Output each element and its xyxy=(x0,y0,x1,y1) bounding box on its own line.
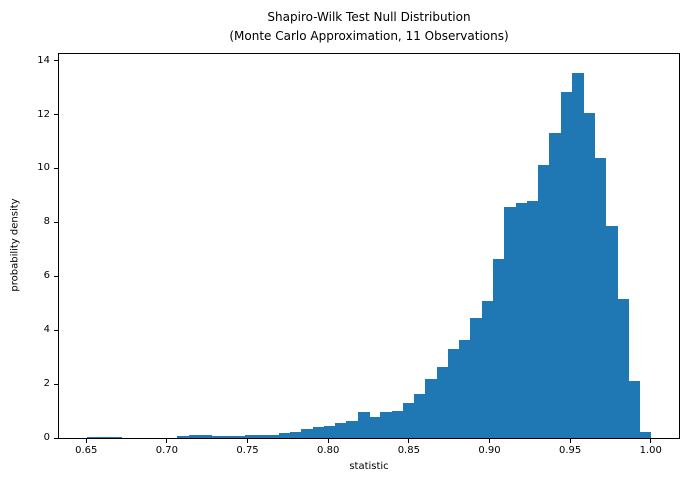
histogram-bar xyxy=(346,421,359,438)
histogram-bar xyxy=(459,339,471,438)
histogram-bar xyxy=(470,317,483,438)
plot-area xyxy=(58,53,680,439)
y-tick-label: 0 xyxy=(43,432,50,443)
y-tick-mark xyxy=(54,329,58,331)
histogram-bar xyxy=(211,435,223,438)
histogram-bar xyxy=(245,435,257,438)
histogram-bar xyxy=(380,412,393,438)
histogram-bar xyxy=(493,259,505,438)
histogram-bar xyxy=(267,434,280,438)
x-axis-label: statistic xyxy=(349,461,389,472)
x-tick-mark xyxy=(408,439,410,443)
y-tick-label: 12 xyxy=(37,108,50,120)
y-tick-mark xyxy=(54,167,58,169)
histogram-bar xyxy=(233,435,246,438)
histogram-bar xyxy=(639,432,652,438)
y-tick-label: 6 xyxy=(43,270,50,282)
chart-title: Shapiro-Wilk Test Null Distribution (Mon… xyxy=(59,8,679,46)
histogram-bars xyxy=(59,54,679,438)
histogram-bar xyxy=(335,422,347,438)
histogram-bar xyxy=(481,300,494,438)
y-tick-label: 4 xyxy=(43,324,50,336)
y-tick-mark xyxy=(54,221,58,223)
histogram-bar xyxy=(357,412,370,438)
histogram-bar xyxy=(256,434,269,438)
histogram-bar xyxy=(538,164,550,438)
y-axis-label: probability density xyxy=(9,198,21,292)
y-tick-label: 14 xyxy=(37,54,50,66)
y-tick-mark xyxy=(54,437,58,439)
histogram-bar xyxy=(594,157,607,438)
x-tick-mark xyxy=(650,439,652,443)
x-tick-label: 0.95 xyxy=(558,445,582,456)
x-tick-label: 0.65 xyxy=(75,445,98,456)
histogram-bar xyxy=(617,299,629,438)
histogram-bar xyxy=(312,427,325,438)
x-tick-mark xyxy=(166,439,168,443)
histogram-bar xyxy=(278,432,291,438)
x-tick-label: 0.70 xyxy=(155,445,179,456)
histogram-bar xyxy=(391,410,404,438)
histogram-bar xyxy=(515,202,528,438)
x-tick-mark xyxy=(85,439,87,443)
x-tick-label: 0.90 xyxy=(478,445,501,456)
y-tick-label: 8 xyxy=(43,216,50,228)
histogram-bar xyxy=(301,429,314,438)
histogram-bar xyxy=(290,432,302,438)
histogram-bar xyxy=(549,133,562,438)
x-tick-label: 0.75 xyxy=(236,445,259,456)
y-tick-mark xyxy=(54,114,58,116)
x-tick-label: 1.00 xyxy=(639,445,662,456)
x-tick-label: 0.80 xyxy=(317,445,340,456)
histogram-bar xyxy=(447,349,460,438)
histogram-bar xyxy=(199,434,212,438)
histogram-bar xyxy=(425,378,438,438)
x-tick-mark xyxy=(327,439,329,443)
histogram-bar xyxy=(402,403,415,438)
x-tick-label: 0.85 xyxy=(397,445,420,456)
y-tick-label: 10 xyxy=(37,162,50,174)
x-tick-mark xyxy=(247,439,249,443)
histogram-bar xyxy=(87,437,99,438)
histogram-bar xyxy=(109,436,122,438)
y-tick-mark xyxy=(54,60,58,62)
chart-title-line-2: (Monte Carlo Approximation, 11 Observati… xyxy=(229,29,509,43)
histogram-bar xyxy=(436,367,449,438)
y-tick-mark xyxy=(54,383,58,385)
histogram-bar xyxy=(369,417,381,438)
histogram-bar xyxy=(605,225,618,438)
histogram-bar xyxy=(628,381,641,438)
histogram-bar xyxy=(177,436,190,438)
y-tick-mark xyxy=(54,275,58,277)
histogram-bar xyxy=(560,92,573,438)
histogram-bar xyxy=(188,434,201,438)
histogram-bar xyxy=(583,113,595,438)
histogram-bar xyxy=(222,436,235,438)
x-tick-mark xyxy=(569,439,571,443)
y-tick-label: 2 xyxy=(43,378,50,390)
histogram-bar xyxy=(414,393,426,438)
histogram-bar xyxy=(504,206,517,438)
histogram-bar xyxy=(571,72,584,438)
histogram-bar xyxy=(323,425,336,438)
histogram-bar xyxy=(98,436,111,438)
histogram-bar xyxy=(526,200,539,438)
chart-title-line-1: Shapiro-Wilk Test Null Distribution xyxy=(267,10,471,24)
x-tick-mark xyxy=(488,439,490,443)
